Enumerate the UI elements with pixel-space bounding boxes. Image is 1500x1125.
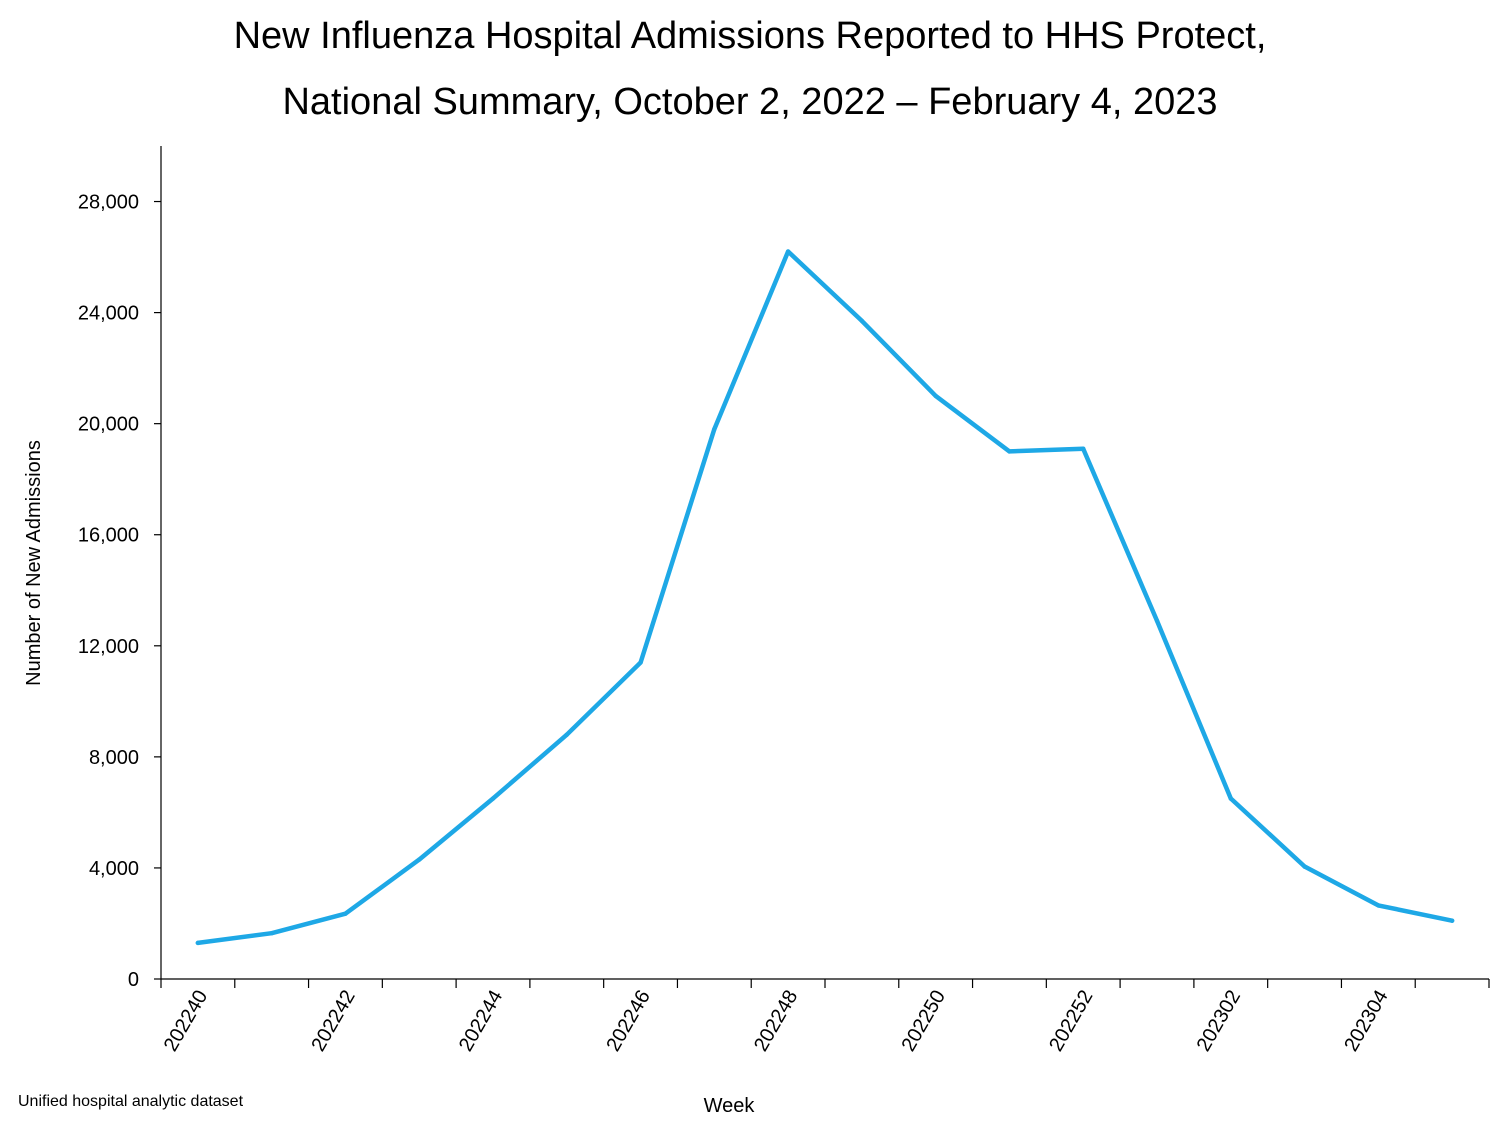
x-tick-label: 202302	[1193, 987, 1245, 1056]
data-point	[1376, 903, 1381, 908]
data-point	[933, 393, 938, 399]
y-tick-label: 4,000	[89, 858, 139, 880]
y-tick-label: 24,000	[78, 303, 139, 325]
y-tick-label: 16,000	[78, 525, 139, 547]
data-point	[417, 857, 422, 862]
y-tick-label: 28,000	[78, 192, 139, 214]
data-point	[269, 930, 274, 936]
x-tick-label: 202304	[1340, 987, 1392, 1056]
x-axis-label: Week	[704, 1095, 756, 1117]
x-tick-label: 202250	[898, 987, 950, 1056]
x-axis-ticks: 202240 202242 202244 202246 202248 202250 2022…	[160, 979, 1490, 1056]
data-point	[490, 796, 496, 801]
y-axis-ticks: 0 4,000 8,000 12,000 16,000 20,000 24,000 28,00…	[78, 192, 161, 991]
data-point	[712, 427, 717, 432]
data-point	[638, 660, 643, 665]
y-tick-label: 12,000	[78, 636, 139, 658]
y-axis-label: Number of New Admissions	[23, 440, 45, 686]
series-line	[195, 249, 1455, 946]
x-tick-label: 202252	[1045, 987, 1097, 1056]
data-point	[785, 249, 791, 254]
series	[195, 249, 1455, 946]
data-point	[564, 732, 569, 737]
data-point	[195, 940, 201, 946]
data-point	[343, 911, 348, 916]
chart-title-line-2: National Summary, October 2, 2022 – Febr…	[282, 81, 1218, 123]
x-tick-label: 202240	[160, 987, 212, 1056]
x-tick-label: 202246	[602, 987, 654, 1056]
data-point	[859, 318, 865, 324]
data-point	[1449, 918, 1455, 923]
data-point	[1228, 796, 1233, 801]
y-tick-label: 8,000	[89, 747, 139, 769]
data-point	[1154, 618, 1160, 624]
x-tick-label: 202248	[750, 987, 802, 1056]
source-note: Unified hospital analytic dataset	[18, 1093, 244, 1110]
data-point	[1007, 449, 1012, 454]
data-point	[1302, 864, 1307, 869]
x-tick-label: 202244	[455, 987, 507, 1056]
x-tick-label: 202242	[307, 987, 359, 1056]
y-tick-label: 20,000	[78, 414, 139, 436]
chart-title-line-1: New Influenza Hospital Admissions Report…	[233, 15, 1267, 57]
data-point	[1081, 446, 1086, 451]
y-tick-label: 0	[128, 969, 139, 991]
